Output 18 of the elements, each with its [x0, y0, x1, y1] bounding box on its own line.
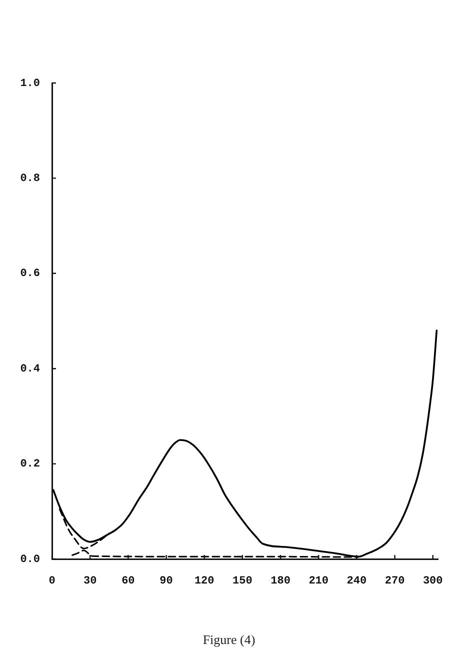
- text: Figure (4): [202, 632, 256, 648]
- x-tick-label: 90: [160, 575, 173, 588]
- x-tick-label: 120: [194, 575, 214, 588]
- x-tick-label: 270: [384, 575, 405, 588]
- y-tick-label: 0.0: [20, 554, 40, 566]
- x-tick-label: 0: [48, 575, 56, 588]
- y-tick-label: 0.8: [20, 172, 40, 185]
- x-tick-label: 240: [346, 575, 367, 588]
- y-tick-label: 0.6: [20, 268, 40, 280]
- y-tick-label: 1.0: [20, 78, 40, 90]
- x-tick-label: 30: [83, 575, 97, 588]
- y-tick-label: 0.4: [20, 363, 40, 376]
- x-tick-label: 150: [232, 575, 252, 588]
- x-tick-label: 300: [422, 575, 443, 588]
- x-tick-label: 180: [270, 575, 290, 588]
- y-tick-label: 0.2: [20, 458, 40, 471]
- x-tick-label: 210: [308, 575, 329, 588]
- x-tick-label: 60: [122, 575, 135, 588]
